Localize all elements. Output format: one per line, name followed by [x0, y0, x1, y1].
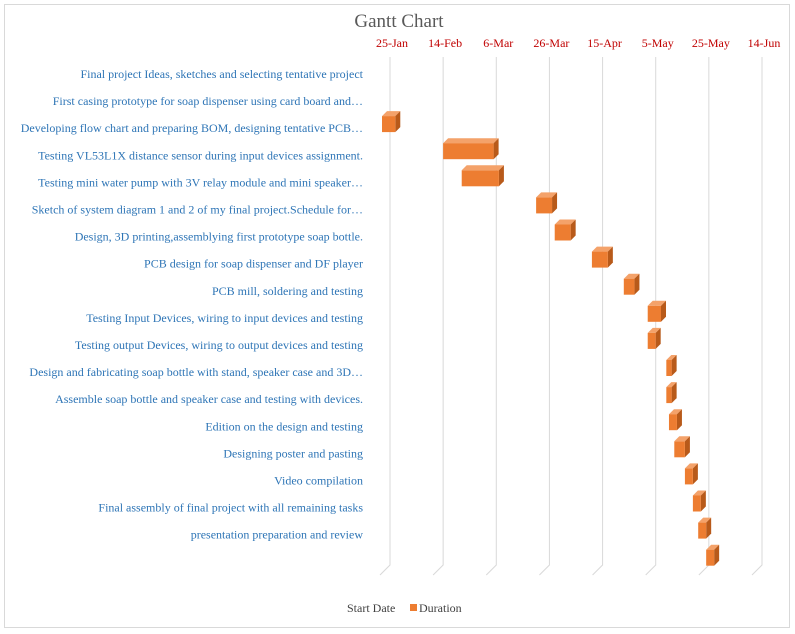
legend-swatch-duration — [410, 604, 417, 611]
category-label: First casing prototype for soap dispense… — [53, 94, 363, 108]
duration-bar — [706, 544, 720, 566]
duration-bar — [382, 111, 401, 133]
duration-bar — [668, 409, 682, 431]
x-tick-label: 26-Mar — [533, 36, 569, 50]
gridline — [592, 57, 604, 576]
duration-bar — [443, 138, 499, 160]
duration-bar — [554, 219, 576, 241]
category-label: Design, 3D printing,assemblying first pr… — [75, 230, 363, 244]
legend-label-duration: Duration — [419, 601, 462, 615]
gridline — [645, 57, 657, 576]
category-label: Assemble soap bottle and speaker case an… — [55, 392, 363, 406]
gantt-chart: Gantt Chart 25-Jan 14-Feb 6-Mar 26-Mar 15-Ap… — [21, 11, 781, 615]
duration-bar — [666, 355, 677, 376]
legend: Start Date Duration — [347, 601, 462, 615]
duration-bar — [623, 273, 640, 295]
duration-bars — [382, 111, 720, 566]
category-label: Developing flow chart and preparing BOM,… — [21, 121, 363, 135]
duration-bar — [692, 490, 706, 512]
category-label: Design and fabricating soap bottle with … — [29, 365, 363, 379]
legend-label-start-date: Start Date — [347, 601, 395, 615]
duration-bar — [591, 246, 613, 268]
category-label: Testing output Devices, wiring to output… — [75, 338, 363, 352]
duration-bar — [647, 300, 666, 322]
x-tick-label: 6-Mar — [483, 36, 513, 50]
category-label: Edition on the design and testing — [205, 419, 363, 433]
duration-bar — [461, 165, 504, 187]
category-label: Designing poster and pasting — [223, 446, 363, 460]
category-label: Testing Input Devices, wiring to input d… — [86, 311, 363, 325]
x-tick-label: 25-Jan — [376, 36, 408, 50]
duration-bar — [536, 192, 558, 214]
x-tick-label: 14-Feb — [428, 36, 462, 50]
gridline — [379, 57, 391, 576]
category-label: Final project Ideas, sketches and select… — [80, 67, 363, 81]
x-tick-label: 5-May — [642, 36, 674, 50]
category-label: Sketch of system diagram 1 and 2 of my f… — [32, 203, 363, 217]
gridline — [751, 57, 763, 576]
duration-bar — [684, 463, 698, 485]
duration-bar — [647, 327, 661, 349]
category-label: PCB design for soap dispenser and DF pla… — [144, 257, 363, 271]
category-label: Final assembly of final project with all… — [98, 501, 363, 515]
category-label: PCB mill, soldering and testing — [212, 284, 363, 298]
category-label: presentation preparation and review — [191, 528, 364, 542]
category-label: Testing VL53L1X distance sensor during i… — [38, 148, 363, 162]
chart-title: Gantt Chart — [354, 11, 444, 32]
category-label: Testing mini water pump with 3V relay mo… — [38, 175, 363, 189]
gridline — [485, 57, 497, 576]
duration-bar — [698, 517, 712, 539]
x-tick-label: 25-May — [692, 36, 730, 50]
gridlines — [379, 57, 763, 576]
gridline — [539, 57, 550, 576]
gridline — [432, 57, 444, 576]
x-tick-label: 14-Jun — [748, 36, 781, 50]
category-labels: Final project Ideas, sketches and select… — [21, 67, 364, 542]
duration-bar — [674, 436, 690, 458]
x-axis-ticks: 25-Jan 14-Feb 6-Mar 26-Mar 15-Apr 5-May 25-May… — [376, 36, 780, 50]
category-label: Video compilation — [274, 474, 363, 488]
duration-bar — [666, 382, 677, 404]
chart-frame: Gantt Chart 25-Jan 14-Feb 6-Mar 26-Mar 15-Ap… — [4, 4, 790, 628]
x-tick-label: 15-Apr — [587, 36, 622, 50]
